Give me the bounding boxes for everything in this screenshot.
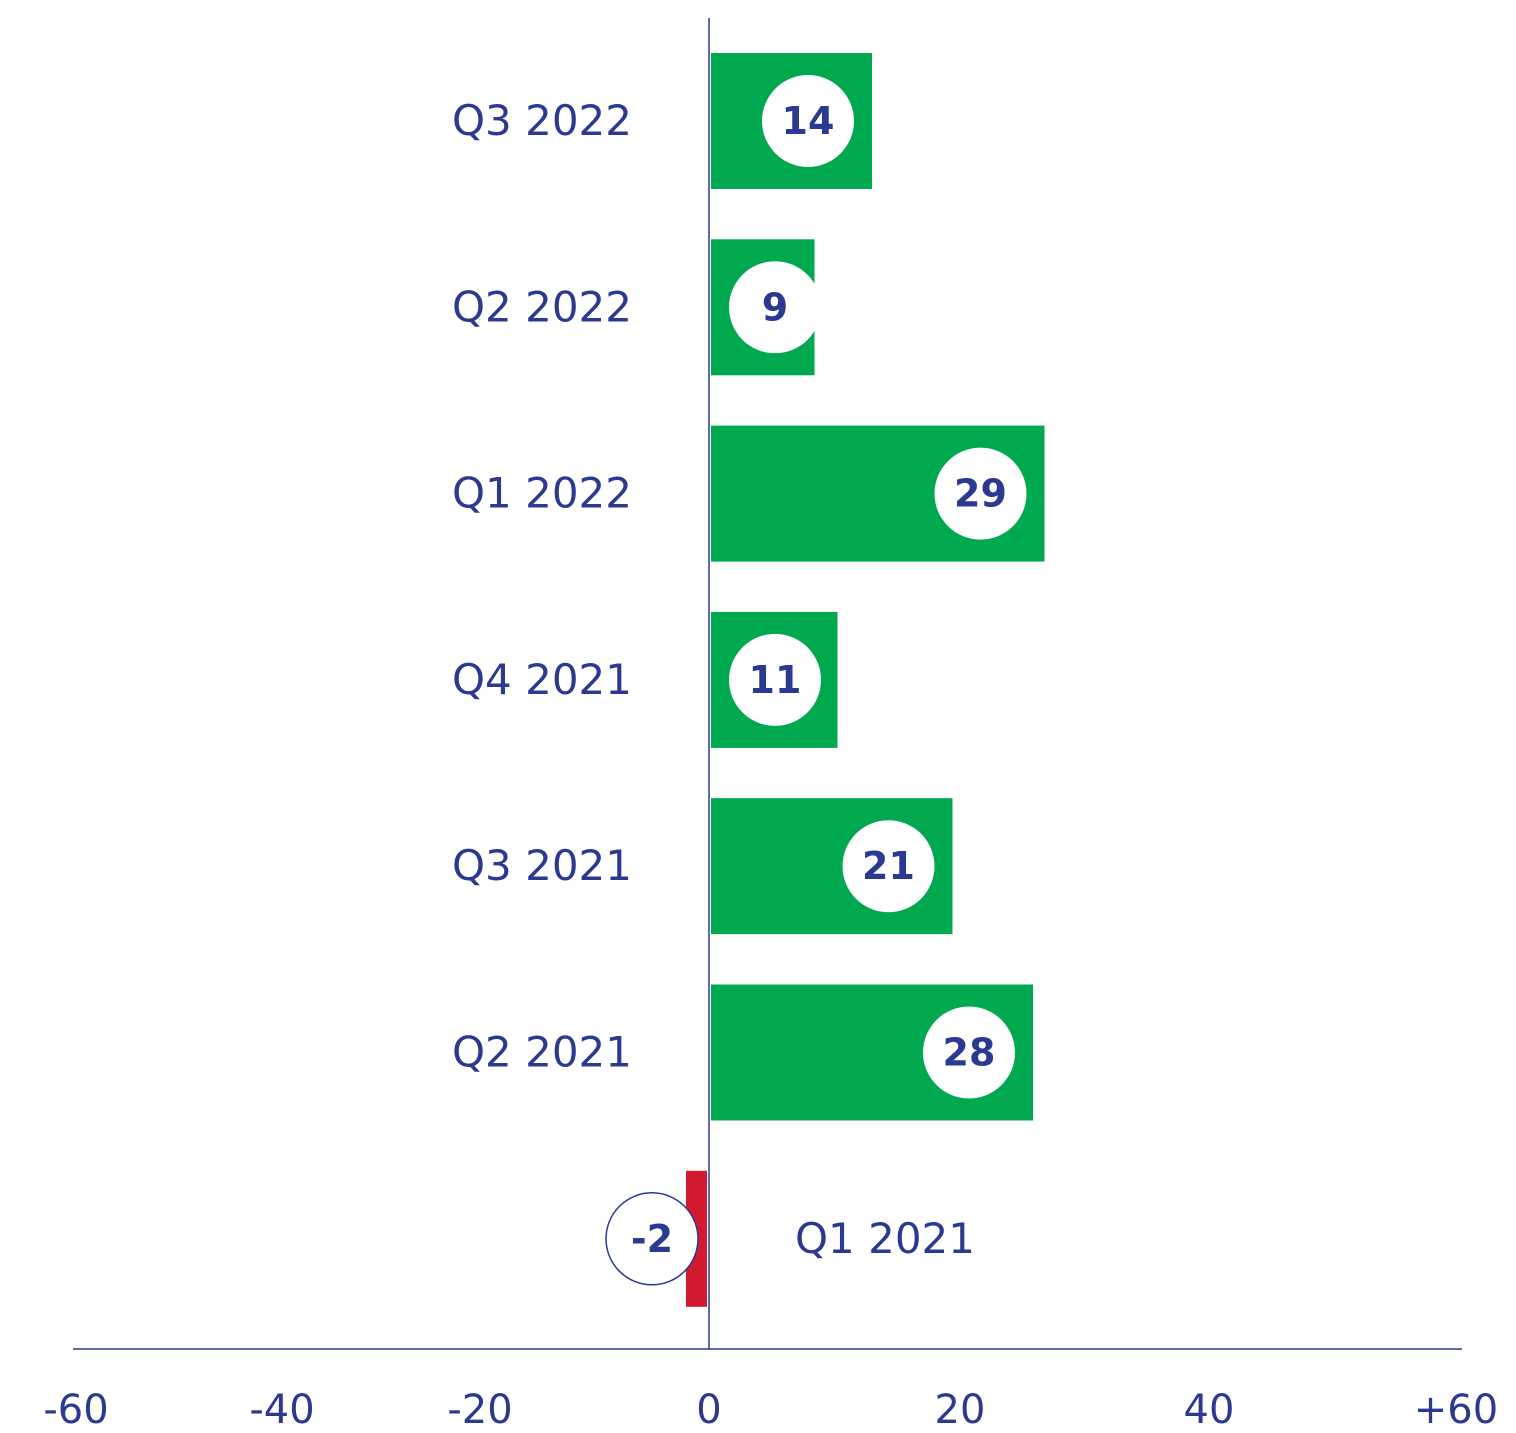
value-bubble	[762, 75, 854, 167]
category-label: Q4 2021	[452, 655, 632, 704]
bar-group: -2 Q1 2021	[605, 1170, 975, 1307]
category-label: Q2 2022	[452, 282, 632, 331]
category-label: Q1 2021	[795, 1214, 975, 1263]
value-label: 9	[762, 285, 788, 329]
x-tick-label: 40	[1184, 1387, 1235, 1433]
value-label: 11	[749, 658, 802, 702]
category-label: Q3 2022	[452, 96, 632, 145]
bars-group: 14 Q3 2022 9 Q2 2022 29 Q1 2022 11 Q4 2021 21 Q3 …	[452, 53, 1045, 1307]
value-label: 29	[954, 472, 1007, 516]
bar-group: 21 Q3 2021	[452, 798, 953, 935]
bar-group: 14 Q3 2022	[452, 53, 872, 189]
bar-group: 28 Q2 2021	[452, 984, 1033, 1121]
value-bubble	[842, 820, 935, 913]
value-bubble	[923, 1006, 1015, 1099]
x-tick-label: +60	[1414, 1387, 1498, 1433]
category-label: Q2 2021	[452, 1028, 632, 1077]
x-tick-label: -40	[249, 1387, 314, 1433]
x-tick-label: 0	[696, 1387, 721, 1433]
value-bubble	[729, 261, 821, 354]
x-tick-label: -20	[447, 1387, 512, 1433]
x-tick-labels: -60 -40 -20 0 20 40 +60	[43, 1387, 1498, 1433]
value-bubble	[605, 1192, 699, 1286]
value-label: 28	[943, 1031, 996, 1075]
category-label: Q1 2022	[452, 469, 632, 518]
bar-group: 29 Q1 2022	[452, 425, 1045, 562]
x-tick-label: 20	[935, 1387, 986, 1433]
category-label: Q3 2021	[452, 841, 632, 890]
value-bubble	[934, 447, 1027, 540]
bar-group: 11 Q4 2021	[452, 611, 838, 748]
value-label: 21	[862, 844, 915, 888]
value-label: 14	[782, 99, 835, 143]
value-bubble	[729, 633, 821, 726]
x-tick-label: -60	[43, 1387, 108, 1433]
bar-group: 9 Q2 2022	[452, 239, 821, 376]
value-label: -2	[631, 1217, 673, 1261]
